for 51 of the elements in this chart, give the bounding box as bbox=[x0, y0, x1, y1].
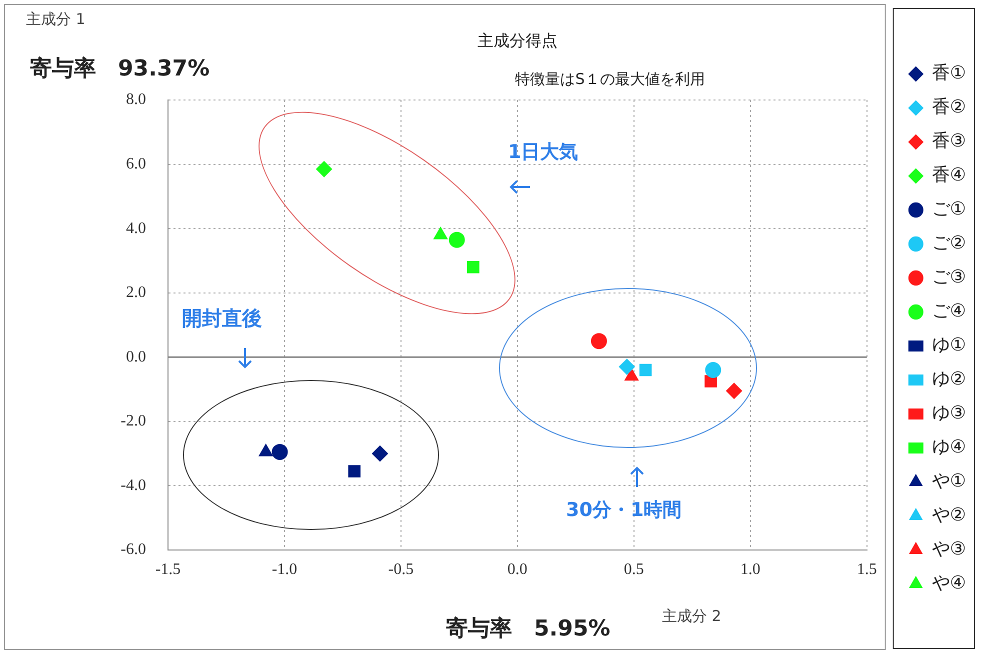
annotation: 開封直後 bbox=[182, 306, 262, 330]
point bbox=[726, 382, 742, 399]
legend-label: や③ bbox=[932, 538, 966, 560]
legend-label: 香③ bbox=[932, 130, 966, 152]
point bbox=[639, 364, 652, 376]
legend-label: や④ bbox=[932, 572, 966, 594]
point bbox=[618, 358, 635, 375]
point bbox=[590, 333, 607, 350]
legend-label: ゆ④ bbox=[932, 436, 966, 458]
point bbox=[448, 232, 465, 248]
x-tick-label: -0.5 bbox=[388, 560, 414, 578]
point bbox=[316, 161, 332, 178]
annotation: 30分・1時間 bbox=[566, 498, 682, 521]
chart-subtitle: 特徴量はS１の最大値を利用 bbox=[515, 70, 705, 88]
text: 寄与率 5.95% bbox=[446, 616, 610, 642]
legend-label: 香④ bbox=[932, 164, 966, 186]
point bbox=[372, 446, 388, 462]
x-tick-label: 0.0 bbox=[507, 560, 528, 578]
legend-label: ゆ① bbox=[932, 334, 966, 356]
legend-label: ご② bbox=[932, 232, 966, 254]
x-axis-title: 主成分 2 bbox=[662, 606, 722, 625]
legend-label: ご③ bbox=[932, 266, 966, 288]
y-tick-label: -6.0 bbox=[120, 541, 146, 558]
y-axis-title: 主成分 1 bbox=[26, 10, 86, 28]
x-tick-label: 1.5 bbox=[856, 560, 877, 578]
chart-title: 主成分得点 bbox=[477, 31, 558, 50]
point bbox=[348, 465, 361, 478]
y-tick-label: 4.0 bbox=[126, 220, 146, 237]
legend-label: や② bbox=[932, 504, 966, 526]
y-tick-label: 6.0 bbox=[126, 155, 146, 172]
y-tick-label: 8.0 bbox=[126, 91, 146, 108]
y-tick-label: 0.0 bbox=[126, 348, 146, 366]
x-tick-label: -1.0 bbox=[272, 560, 298, 578]
legend-label: ゆ② bbox=[932, 368, 966, 390]
y-tick-label: -2.0 bbox=[120, 412, 146, 430]
legend-label: 香② bbox=[932, 96, 966, 118]
legend-label: ゆ③ bbox=[932, 402, 966, 424]
y-tick-label: -4.0 bbox=[120, 476, 146, 494]
point bbox=[467, 260, 480, 274]
x-tick-label: 0.5 bbox=[624, 560, 644, 578]
point bbox=[272, 444, 288, 460]
point bbox=[705, 362, 722, 378]
annotation: 1日大気 bbox=[508, 140, 578, 163]
legend-label: ご① bbox=[932, 198, 966, 220]
legend-label: 香① bbox=[932, 62, 966, 84]
legend-label: ご④ bbox=[932, 300, 966, 322]
y-tick-label: 2.0 bbox=[126, 284, 146, 302]
text: 寄与率 93.37% bbox=[30, 56, 210, 82]
x-tick-label: 1.0 bbox=[740, 560, 760, 578]
legend-label: や① bbox=[932, 470, 966, 492]
x-tick-label: -1.5 bbox=[155, 560, 181, 578]
